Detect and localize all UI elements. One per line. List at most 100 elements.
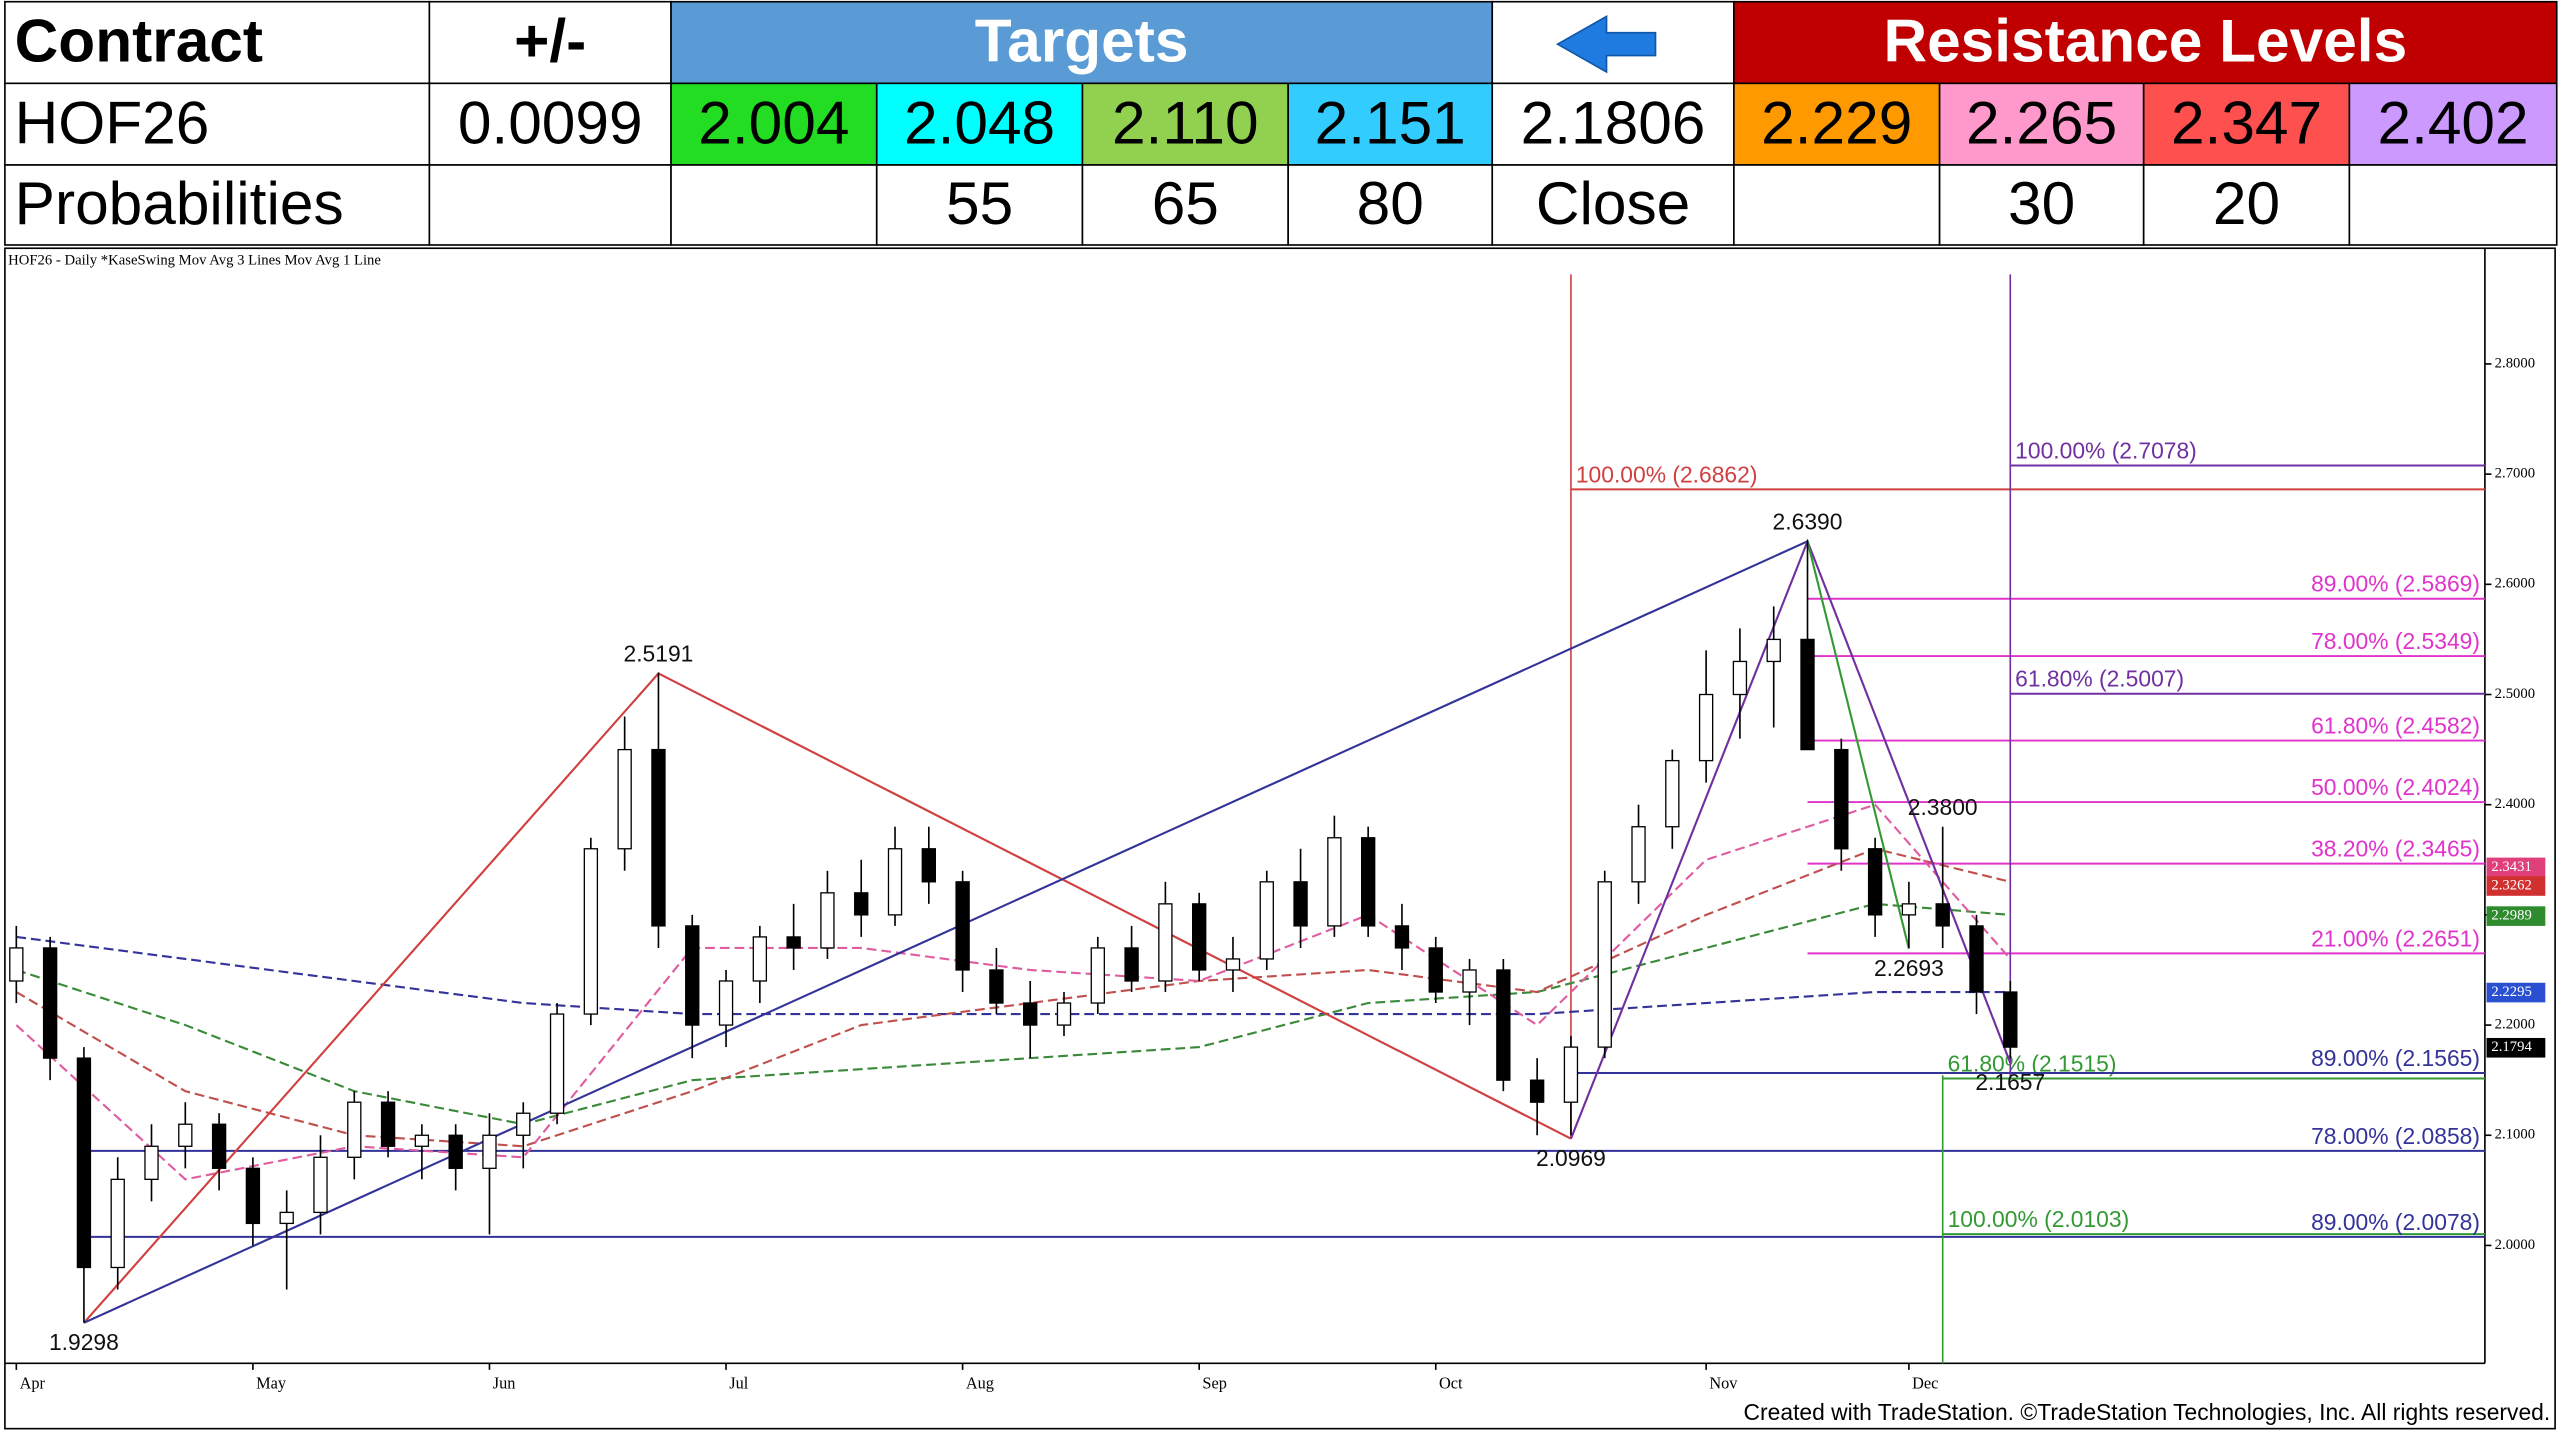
candle-body <box>1563 1046 1579 1103</box>
candle-body <box>1360 837 1376 927</box>
candle-body <box>380 1101 396 1147</box>
swing-label: 2.1657 <box>1975 1069 2045 1095</box>
candle-body <box>820 892 835 949</box>
y-tick-label: 2.4000 <box>2495 796 2535 812</box>
price-flag-label: 2.3262 <box>2491 877 2531 893</box>
fib-label: 89.00% (2.0078) <box>2311 1209 2480 1235</box>
swing-label: 2.0969 <box>1536 1145 1606 1171</box>
table-cell <box>1733 82 1941 166</box>
x-tick-label: Nov <box>1709 1373 1738 1392</box>
cell-text: 80 <box>1357 169 1424 237</box>
cell-text: 2.1806 <box>1521 88 1706 156</box>
candle-body <box>752 936 768 982</box>
candle-body <box>42 947 58 1059</box>
candle-body <box>955 881 970 971</box>
cell-text: 2.265 <box>1966 88 2117 156</box>
candle-body <box>313 1156 328 1214</box>
cell-text: 30 <box>2008 169 2075 237</box>
candle-body <box>1124 947 1139 982</box>
y-tick-label: 2.8000 <box>2495 355 2535 371</box>
x-tick-label: May <box>256 1373 287 1392</box>
x-tick-label: Jul <box>729 1373 749 1392</box>
price-flag <box>2486 857 2546 878</box>
cell-text: 20 <box>2213 169 2280 237</box>
table-cell <box>1287 164 1494 246</box>
candle-body <box>854 892 869 916</box>
swing-line <box>83 540 1808 1324</box>
table-cell <box>1081 82 1289 166</box>
x-tick-label: Sep <box>1202 1373 1226 1392</box>
candle-body <box>482 1134 497 1169</box>
x-tick-label: Aug <box>966 1373 994 1392</box>
cell-text: Resistance Levels <box>1883 7 2407 75</box>
fib-label: 61.80% (2.4582) <box>2311 713 2480 739</box>
candle-body <box>1428 947 1443 993</box>
cell-text: 55 <box>946 169 1013 237</box>
candle-body <box>76 1057 92 1269</box>
fib-label: 21.00% (2.2651) <box>2311 925 2480 951</box>
y-tick-label: 2.6000 <box>2495 576 2535 592</box>
price-flag <box>2486 906 2546 926</box>
table-cell <box>2348 164 2558 246</box>
cell-text: 2.151 <box>1315 88 1466 156</box>
table-cell <box>670 0 1494 85</box>
table-cell <box>2142 164 2351 246</box>
candle-body <box>718 980 734 1026</box>
candle-body <box>1665 759 1680 828</box>
swing-label: 2.5191 <box>624 641 694 667</box>
cell-text: HOF26 <box>15 88 210 156</box>
table-cell <box>875 164 1084 246</box>
candle-body <box>1631 826 1646 883</box>
fib-label: 89.00% (2.1565) <box>2311 1045 2480 1071</box>
candle-body <box>1462 969 1477 993</box>
candle-body <box>1327 837 1342 927</box>
candle-body <box>279 1211 294 1225</box>
candle-body <box>1867 848 1883 916</box>
fib-label: 89.00% (2.5869) <box>2311 571 2480 597</box>
table-cell <box>4 0 431 85</box>
x-tick-label: Apr <box>20 1373 46 1392</box>
table-cell <box>875 82 1084 166</box>
table-cell <box>428 0 672 85</box>
candle-body <box>245 1167 261 1225</box>
cell-text: 2.347 <box>2171 88 2322 156</box>
cell-text: Probabilities <box>15 169 344 237</box>
candle-body <box>685 925 700 1026</box>
fib-label: 50.00% (2.4024) <box>2311 774 2480 800</box>
candle-body <box>617 748 632 850</box>
cell-text: 2.004 <box>698 88 849 156</box>
price-flag-label: 2.2989 <box>2491 907 2531 923</box>
candle-body <box>414 1134 430 1147</box>
candle-body <box>1056 1002 1072 1026</box>
candle-body <box>144 1145 159 1180</box>
table-cell <box>1081 164 1289 246</box>
cell-text: 2.229 <box>1761 88 1912 156</box>
cell-text: 2.110 <box>1112 88 1259 156</box>
table-cell <box>1491 82 1735 166</box>
arrow-icon <box>1555 15 1657 74</box>
price-flag-label: 2.1794 <box>2491 1039 2532 1055</box>
cell-text: 0.0099 <box>458 88 643 156</box>
x-tick-label: Dec <box>1912 1373 1938 1392</box>
candle-body <box>651 748 666 927</box>
candle-body <box>9 947 24 982</box>
table-cell <box>2142 82 2351 166</box>
candle-body <box>516 1112 531 1136</box>
price-flag <box>2486 876 2546 896</box>
cell-text: 2.048 <box>904 88 1055 156</box>
footer: Created with TradeStation. ©TradeStation… <box>1744 1399 2551 1425</box>
fib-label: 100.00% (2.6862) <box>1576 461 1758 487</box>
swing-line <box>1806 541 1910 949</box>
candle-body <box>1225 958 1241 971</box>
fib-label: 78.00% (2.0858) <box>2311 1123 2480 1149</box>
cell-text: +/- <box>514 7 586 75</box>
cell-text: Targets <box>975 7 1189 75</box>
swing-label: 2.2693 <box>1874 955 1944 981</box>
candle-body <box>211 1123 227 1169</box>
candle-body <box>1969 925 1984 993</box>
candle-body <box>1090 947 1105 1004</box>
candle-body <box>1259 881 1274 960</box>
chart: 2.00002.10002.20002.30002.40002.50002.60… <box>4 248 2546 1392</box>
candle-body <box>1800 638 1815 751</box>
